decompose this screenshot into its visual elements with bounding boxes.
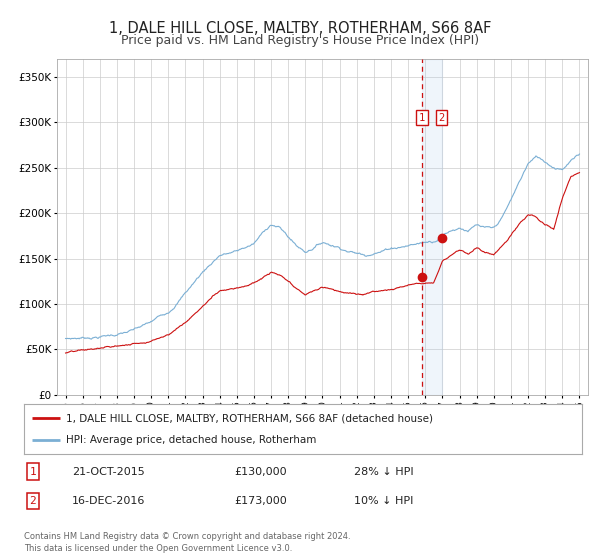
Text: £130,000: £130,000 (234, 466, 287, 477)
Text: 1: 1 (29, 466, 37, 477)
Text: 2: 2 (29, 496, 37, 506)
Bar (422, 59, 442, 395)
Text: 1, DALE HILL CLOSE, MALTBY, ROTHERHAM, S66 8AF: 1, DALE HILL CLOSE, MALTBY, ROTHERHAM, S… (109, 21, 491, 36)
Text: 21-OCT-2015: 21-OCT-2015 (72, 466, 145, 477)
Text: HPI: Average price, detached house, Rotherham: HPI: Average price, detached house, Roth… (66, 435, 316, 445)
Text: Price paid vs. HM Land Registry's House Price Index (HPI): Price paid vs. HM Land Registry's House … (121, 34, 479, 46)
Text: 10% ↓ HPI: 10% ↓ HPI (354, 496, 413, 506)
Text: 1, DALE HILL CLOSE, MALTBY, ROTHERHAM, S66 8AF (detached house): 1, DALE HILL CLOSE, MALTBY, ROTHERHAM, S… (66, 413, 433, 423)
Text: 1: 1 (419, 113, 425, 123)
Text: 28% ↓ HPI: 28% ↓ HPI (354, 466, 413, 477)
Text: This data is licensed under the Open Government Licence v3.0.: This data is licensed under the Open Gov… (24, 544, 292, 553)
Text: £173,000: £173,000 (234, 496, 287, 506)
Text: 2: 2 (439, 113, 445, 123)
Text: 16-DEC-2016: 16-DEC-2016 (72, 496, 145, 506)
Text: Contains HM Land Registry data © Crown copyright and database right 2024.: Contains HM Land Registry data © Crown c… (24, 532, 350, 541)
